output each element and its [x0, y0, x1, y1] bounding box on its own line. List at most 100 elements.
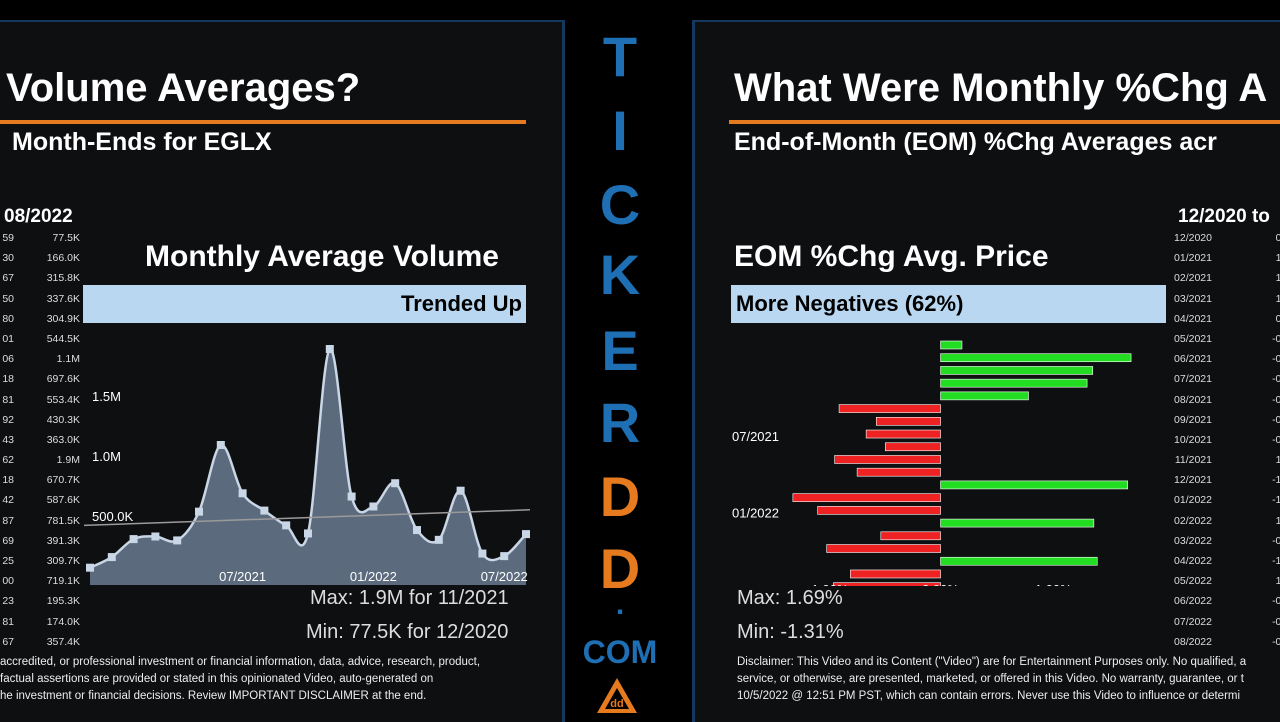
table-row: 08/2021 -0.49: [1168, 390, 1280, 410]
brand-com: COM: [582, 634, 658, 670]
table-cell-volume: 363.0K: [46, 433, 80, 446]
table-cell-date: 04/2021: [1174, 312, 1212, 325]
right-disclaimer-line: 10/5/2022 @ 12:51 PM PST, which can cont…: [737, 690, 1241, 702]
tickerdd-brand: T I C K E R D D . COM dd: [565, 0, 692, 720]
table-cell-value: 18: [2, 373, 14, 386]
volume-point: [151, 532, 160, 541]
right-data-table: 12/20200.1901/20211.6902/20211.3503/2021…: [1168, 228, 1280, 652]
table-cell-volume: 430.3K: [46, 413, 80, 426]
volume-chart: 500.0K 1.0M 1.5M 07/2021 01/2022 07/2022: [84, 345, 530, 585]
table-cell-value: 18: [2, 474, 14, 487]
table-row: 07/2021 -0.66: [1168, 369, 1280, 389]
table-cell-volume: 544.5K: [46, 332, 80, 345]
negative-bar: [865, 429, 941, 439]
table-row: 03/2021 1.30: [1168, 289, 1280, 309]
pct-y-tick-label: 07/2021: [732, 429, 779, 444]
table-cell-volume: 195.3K: [46, 595, 80, 608]
table-row: 62 1.9M: [0, 450, 82, 470]
table-cell-value: 23: [2, 595, 14, 608]
table-cell-volume: 304.9K: [46, 312, 80, 325]
volume-y-tick-label: 1.5M: [92, 389, 121, 404]
table-row: 25 309.7K: [0, 551, 82, 571]
table-cell-volume: 166.0K: [46, 252, 80, 265]
table-cell-pct: -0.94: [1272, 413, 1280, 426]
table-row: 00 719.1K: [0, 571, 82, 591]
table-row: 43 363.0K: [0, 430, 82, 450]
table-cell-volume: 391.3K: [46, 534, 80, 547]
volume-point: [107, 553, 116, 562]
brand-letter: K: [599, 243, 641, 306]
negative-bar: [838, 404, 941, 413]
table-row: 12/2021 -1.31: [1168, 470, 1280, 490]
table-cell-value: 43: [2, 433, 14, 446]
volume-x-tick-label: 07/2022: [481, 569, 528, 584]
table-cell-value: 00: [2, 575, 14, 588]
volume-point: [456, 486, 465, 495]
right-panel: What Were Monthly %Chg A End-of-Month (E…: [692, 20, 1280, 722]
table-cell-volume: 309.7K: [46, 555, 80, 567]
volume-point: [129, 535, 138, 544]
table-cell-value: 67: [2, 272, 14, 285]
table-cell-date: 02/2022: [1174, 514, 1212, 527]
table-cell-volume: 781.5K: [46, 514, 80, 527]
table-cell-date: 08/2022: [1174, 635, 1212, 648]
positive-bar: [940, 340, 963, 350]
table-row: 02/2021 1.35: [1168, 268, 1280, 288]
table-cell-pct: -0.57: [1272, 353, 1280, 366]
volume-y-tick-label: 1.0M: [92, 449, 121, 464]
brand-letter: D: [599, 465, 641, 528]
table-cell-value: 59: [2, 232, 14, 244]
table-cell-value: 81: [2, 393, 14, 406]
volume-point: [216, 441, 225, 449]
pct-y-tick-label: 01/2022: [732, 505, 779, 520]
table-cell-date: 07/2022: [1174, 615, 1212, 628]
table-cell-date: 12/2021: [1174, 474, 1212, 487]
left-max-stat: Max: 1.9M for 11/2021: [310, 587, 509, 609]
table-cell-pct: -1.31: [1272, 474, 1280, 487]
table-cell-value: 30: [2, 252, 14, 265]
pct-x-tick-label: 0.00%: [922, 582, 959, 586]
table-cell-value: 06: [2, 353, 14, 366]
table-cell-date: 10/2021: [1174, 433, 1212, 446]
table-row: 06 1.1M: [0, 349, 82, 369]
volume-point: [478, 549, 487, 558]
table-row: 67 357.4K: [0, 632, 82, 652]
table-row: 42 587.6K: [0, 490, 82, 510]
table-row: 81 174.0K: [0, 612, 82, 632]
table-cell-volume: 587.6K: [46, 494, 80, 507]
right-chart-title: EOM %Chg Avg. Price: [734, 240, 1049, 273]
table-cell-value: 81: [2, 615, 14, 628]
table-cell-date: 01/2021: [1174, 252, 1212, 265]
table-row: 08/2022 -0.42: [1168, 632, 1280, 652]
table-cell-volume: 77.5K: [52, 232, 80, 244]
logo-text: dd: [610, 698, 623, 710]
volume-point: [413, 526, 421, 535]
right-disclaimer-line: service, or otherwise, are presented, ma…: [737, 673, 1244, 685]
table-row: 18 670.7K: [0, 470, 82, 490]
right-range-header: 12/2020 to: [1178, 206, 1270, 227]
negative-bar: [875, 417, 941, 426]
left-panel: Volume Averages? Month-Ends for EGLX 08/…: [0, 20, 565, 722]
positive-bar: [940, 366, 1094, 375]
table-cell-pct: -0.53: [1272, 534, 1280, 547]
table-cell-value: 50: [2, 292, 14, 305]
volume-point: [304, 529, 312, 538]
table-row: 09/2021 -0.94: [1168, 410, 1280, 430]
table-cell-date: 05/2021: [1174, 332, 1212, 345]
volume-line: [89, 347, 527, 569]
table-cell-pct: -0.49: [1272, 393, 1280, 406]
table-cell-value: 62: [2, 454, 14, 467]
left-range-header: 08/2022: [4, 206, 73, 227]
table-cell-date: 12/2020: [1174, 232, 1212, 244]
table-row: 69 391.3K: [0, 531, 82, 551]
table-row: 30 166.0K: [0, 248, 82, 268]
table-row: 04/2021 0.78: [1168, 309, 1280, 329]
table-cell-value: 42: [2, 494, 14, 507]
right-title: What Were Monthly %Chg A: [734, 66, 1268, 110]
table-cell-pct: 0.78: [1256, 309, 1280, 329]
table-row: 10/2021 -0.74: [1168, 430, 1280, 450]
table-cell-date: 01/2022: [1174, 494, 1212, 507]
table-cell-date: 03/2022: [1174, 534, 1212, 547]
table-cell-pct: 1.35: [1256, 268, 1280, 288]
table-row: 23 195.3K: [0, 591, 82, 611]
